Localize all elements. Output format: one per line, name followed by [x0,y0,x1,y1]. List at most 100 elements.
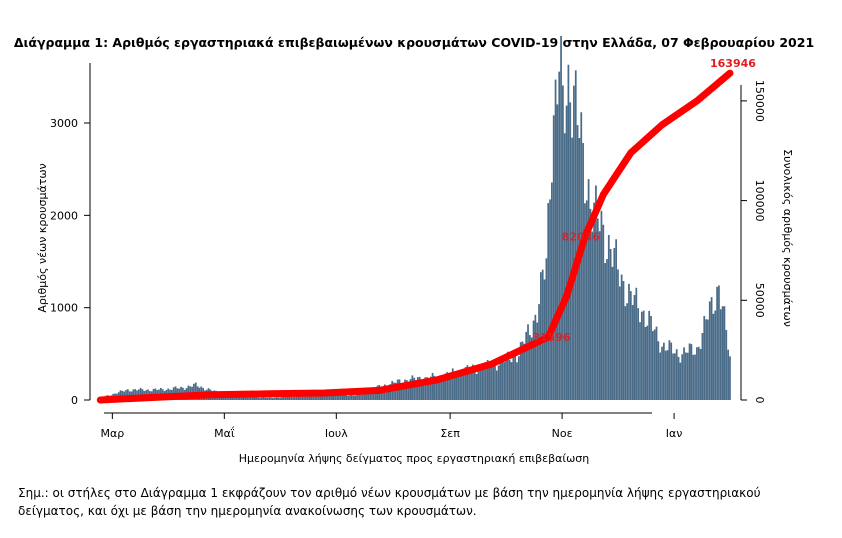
bar [666,350,669,400]
bar [683,347,685,400]
bar [451,368,454,400]
bar [301,395,304,400]
bar [297,396,300,400]
bar [721,306,724,400]
bar [712,313,715,400]
bar [470,369,472,400]
bar [339,395,342,400]
bar [598,231,601,400]
bar [446,372,449,400]
bar [475,373,478,400]
bar [587,179,590,400]
bar [251,397,254,400]
bar [629,291,632,400]
bar [653,329,656,400]
bar [569,102,572,400]
bar [420,381,423,400]
bar [538,304,540,400]
bar [314,396,316,400]
bar [615,239,618,400]
bar [686,352,689,400]
bar [429,376,432,400]
bar [681,354,684,400]
bar [455,376,458,400]
bar [303,395,305,400]
bar [534,314,537,400]
bar [466,365,469,400]
bar [563,133,566,400]
bar [517,356,520,400]
bar [573,85,575,400]
bar [510,362,513,400]
bar [725,329,728,400]
bar [540,272,542,400]
bar [231,396,234,400]
bar [651,331,654,400]
bar [622,281,625,400]
bar [277,397,280,400]
bar [609,248,612,400]
bar [719,309,722,400]
bar [479,365,482,400]
y-tick-label: 2000 [50,209,78,222]
bar [394,382,397,400]
bar [407,382,410,400]
bar [246,396,249,400]
bar [444,373,447,400]
bar [604,263,606,400]
x-ticks: Μαρ Μαΐ Ιουλ Σεπ Νοε Ιαν [100,413,682,440]
bar [330,395,333,400]
bar [244,397,247,400]
bar [281,396,283,400]
bar [372,389,375,400]
bar [718,285,720,400]
bar [541,269,544,400]
annotation-label: 82036 [562,230,601,243]
bar [354,395,357,400]
bar [626,303,629,400]
bar [461,374,463,400]
x-tick-label: Νοε [552,427,573,440]
bar [505,354,507,400]
chart-title: Διάγραμμα 1: Αριθμός εργαστηριακά επιβεβ… [14,35,814,50]
bar [549,199,551,400]
bar [554,79,557,400]
bar [585,200,588,400]
bar [688,343,691,400]
bar [692,354,695,400]
bar [584,203,586,400]
x-tick-label: Σεπ [440,427,460,440]
bar [194,382,197,400]
bar [595,185,597,400]
bar [483,369,485,400]
bar [567,64,570,400]
bar [663,342,665,400]
bar [633,294,636,400]
bar [551,182,553,400]
bar [424,377,427,400]
bar [433,375,436,400]
bar [624,306,627,400]
y2-tick-label: 0 [753,397,766,404]
bar [574,70,577,400]
bar [519,342,522,400]
bar [453,371,456,400]
bar [275,397,278,400]
bar [350,394,353,400]
bar [273,397,276,400]
bar [640,311,643,400]
bar [325,395,327,400]
bar [306,396,309,400]
bar [497,365,500,400]
bar [442,379,445,400]
bar [639,322,641,400]
bar [345,395,348,400]
bar [558,71,561,401]
bar [237,396,239,400]
bar [332,395,335,400]
bar [607,234,610,400]
bar [646,325,649,400]
bar [486,359,489,400]
bar [477,370,480,400]
bar [565,105,568,400]
